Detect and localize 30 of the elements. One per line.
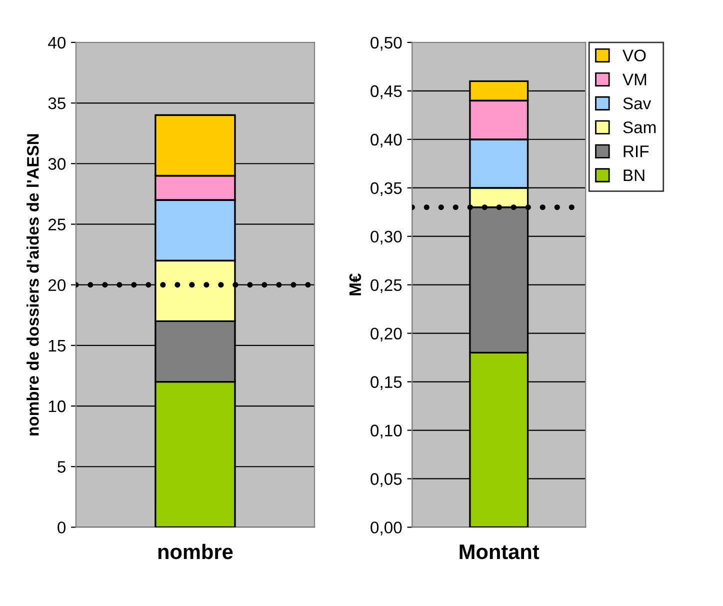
y-tick-label: 35 bbox=[48, 97, 66, 110]
y-tick-label: 25 bbox=[48, 218, 66, 230]
y-axis-title: nombre de dossiers d'aides de l'AESN bbox=[26, 134, 39, 436]
y-tick-label: 10 bbox=[48, 400, 66, 412]
y-tick-label: 0,30 bbox=[370, 230, 402, 245]
y-tick-label: 30 bbox=[48, 158, 66, 170]
y-tick-label: 5 bbox=[58, 461, 66, 473]
y-tick-label: 0,45 bbox=[370, 85, 402, 100]
y-tick-label: 0,35 bbox=[370, 182, 402, 196]
y-tick-label: 0,20 bbox=[370, 328, 402, 342]
legend-label: VO bbox=[622, 50, 646, 62]
y-tick-label: 0,50 bbox=[370, 36, 402, 51]
y-tick-label: 0,25 bbox=[370, 279, 402, 293]
y-tick-label: 20 bbox=[48, 279, 66, 292]
y-tick-label: 0,15 bbox=[370, 376, 402, 390]
y-tick-label: 40 bbox=[48, 36, 66, 49]
legend-label: Sam bbox=[623, 121, 656, 134]
y-tick-label: 0 bbox=[58, 522, 66, 534]
x-tick-label: nombre bbox=[158, 544, 233, 560]
legend-label: Sav bbox=[623, 98, 652, 110]
legend-label: RIF bbox=[624, 146, 649, 158]
y-tick-label: 0,40 bbox=[370, 134, 402, 148]
y-tick-label: 0,10 bbox=[370, 424, 402, 438]
x-tick-label: Montant bbox=[460, 544, 540, 560]
legend-label: VM bbox=[622, 74, 646, 86]
y-tick-label: 0,00 bbox=[370, 522, 402, 536]
y-axis-title: M€ bbox=[349, 274, 362, 296]
y-tick-label: 0,05 bbox=[370, 473, 402, 487]
y-tick-label: 15 bbox=[48, 340, 66, 352]
legend-label: BN bbox=[624, 170, 644, 182]
